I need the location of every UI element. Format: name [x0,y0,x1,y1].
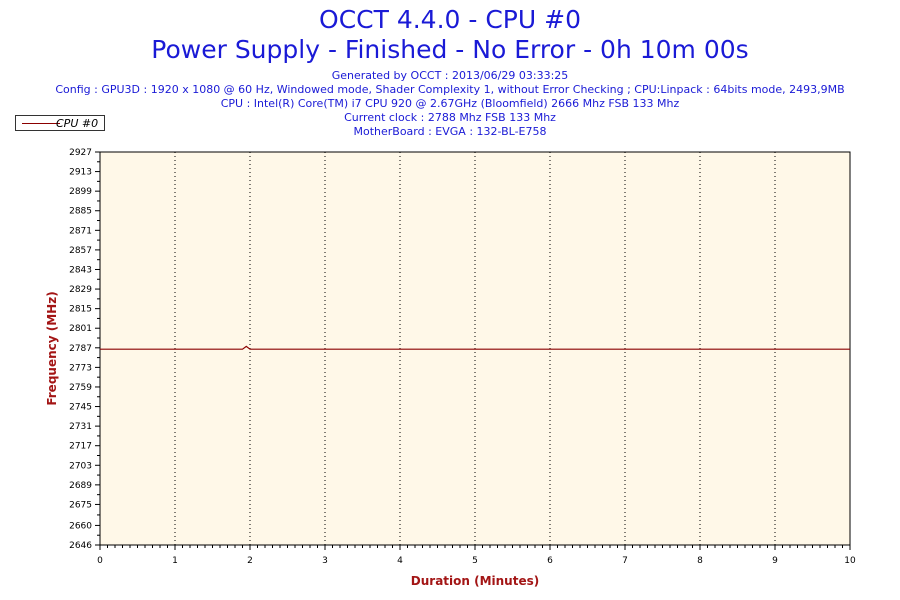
legend-swatch [22,123,60,124]
x-tick-label: 6 [547,556,553,566]
info-generated: Generated by OCCT : 2013/06/29 03:33:25 [331,69,569,82]
info-config: Config : GPU3D : 1920 x 1080 @ 60 Hz, Wi… [55,83,845,96]
info-current-clock: Current clock : 2788 Mhz FSB 133 Mhz [344,111,556,124]
y-tick-label: 2913 [69,168,92,178]
x-tick-label: 4 [397,556,403,566]
y-tick-label: 2646 [69,541,92,551]
chart-title: OCCT 4.4.0 - CPU #0 [319,5,581,34]
y-tick-label: 2787 [69,344,92,354]
y-tick-label: 2885 [69,207,92,217]
x-tick-label: 7 [622,556,628,566]
y-tick-label: 2801 [69,324,92,334]
y-tick-label: 2689 [69,481,92,491]
x-tick-label: 2 [247,556,253,566]
info-motherboard: MotherBoard : EVGA : 132-BL-E758 [353,125,547,138]
y-tick-label: 2717 [69,442,92,452]
y-tick-label: 2871 [69,226,92,236]
axes: 0 1 2 3 4 5 6 7 8 9 10 2646 2660 2675 2689 2703 2717 2731… [69,148,856,566]
y-tick-label: 2843 [69,265,92,275]
y-tick-label: 2815 [69,305,92,315]
x-tick-label: 3 [322,556,328,566]
x-tick-label: 5 [472,556,478,566]
x-tick-label: 9 [772,556,778,566]
y-tick-label: 2759 [69,383,92,393]
y-tick-label: 2899 [69,187,92,197]
y-tick-label: 2857 [69,246,92,256]
series-layer [100,345,850,350]
y-tick-label: 2660 [69,521,92,531]
x-tick-label: 10 [844,556,856,566]
legend: CPU #0 [15,115,105,131]
x-tick-label: 0 [97,556,103,566]
y-tick-label: 2829 [69,285,92,295]
y-tick-label: 2745 [69,403,92,413]
x-axis-title: Duration (Minutes) [411,574,539,588]
y-axis-title: Frequency (MHz) [45,291,59,405]
series-line-cpu0 [100,345,850,350]
y-tick-label: 2927 [69,148,92,158]
x-tick-label: 1 [172,556,178,566]
y-tick-label: 2675 [69,500,92,510]
legend-label: CPU #0 [56,117,99,130]
y-tick-label: 2731 [69,422,92,432]
info-cpu: CPU : Intel(R) Core(TM) i7 CPU 920 @ 2.6… [220,97,680,110]
x-tick-label: 8 [697,556,703,566]
y-tick-label: 2703 [69,461,92,471]
y-tick-label: 2773 [69,363,92,373]
chart-subtitle: Power Supply - Finished - No Error - 0h … [151,35,749,64]
